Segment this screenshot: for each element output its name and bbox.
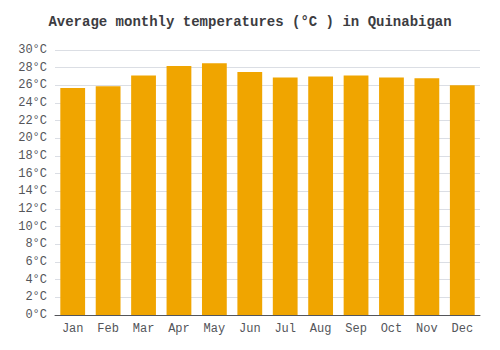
svg-text:2°C: 2°C xyxy=(25,290,47,304)
svg-text:Nov: Nov xyxy=(416,322,438,336)
svg-text:Jan: Jan xyxy=(62,322,84,336)
svg-text:Feb: Feb xyxy=(97,322,119,336)
svg-text:0°C: 0°C xyxy=(25,308,47,322)
svg-text:Mar: Mar xyxy=(133,322,155,336)
svg-text:May: May xyxy=(204,322,226,336)
svg-text:Apr: Apr xyxy=(168,322,190,336)
svg-text:10°C: 10°C xyxy=(18,220,47,234)
svg-text:24°C: 24°C xyxy=(18,96,47,110)
svg-text:Dec: Dec xyxy=(451,322,473,336)
svg-text:16°C: 16°C xyxy=(18,167,47,181)
svg-text:Jul: Jul xyxy=(274,322,296,336)
svg-text:14°C: 14°C xyxy=(18,184,47,198)
svg-text:Jun: Jun xyxy=(239,322,261,336)
svg-text:18°C: 18°C xyxy=(18,149,47,163)
svg-text:Sep: Sep xyxy=(345,322,367,336)
svg-text:6°C: 6°C xyxy=(25,255,47,269)
svg-text:Oct: Oct xyxy=(381,322,403,336)
svg-text:20°C: 20°C xyxy=(18,131,47,145)
svg-text:Aug: Aug xyxy=(310,322,332,336)
svg-text:8°C: 8°C xyxy=(25,237,47,251)
svg-text:12°C: 12°C xyxy=(18,202,47,216)
svg-text:4°C: 4°C xyxy=(25,273,47,287)
svg-text:26°C: 26°C xyxy=(18,78,47,92)
svg-text:Average monthly temperatures (: Average monthly temperatures (°C ) in Qu… xyxy=(48,14,451,30)
svg-text:30°C: 30°C xyxy=(18,43,47,57)
svg-text:22°C: 22°C xyxy=(18,114,47,128)
svg-text:28°C: 28°C xyxy=(18,61,47,75)
